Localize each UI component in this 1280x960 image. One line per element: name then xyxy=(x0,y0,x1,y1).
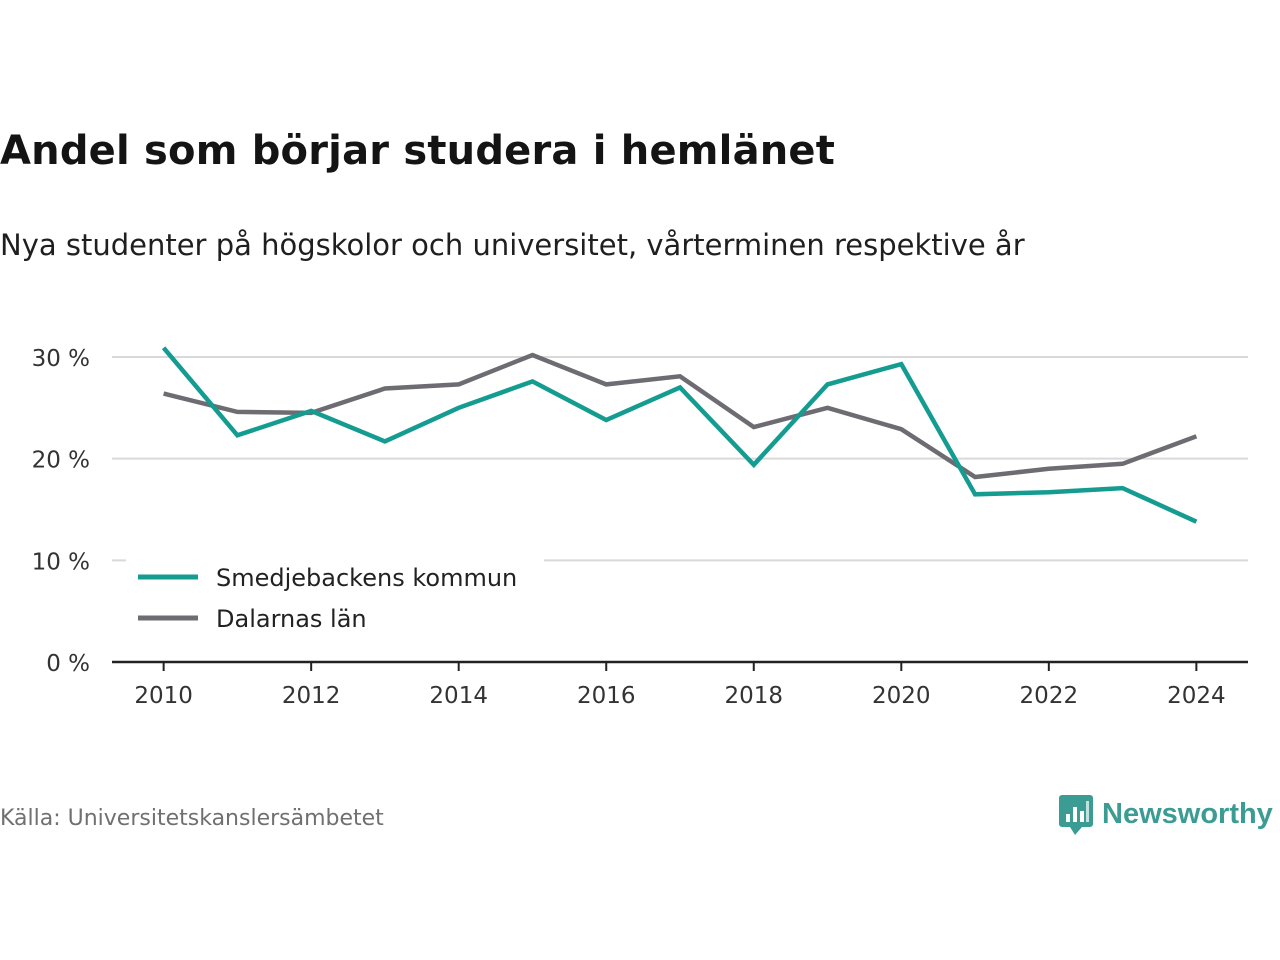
x-tick-label: 2012 xyxy=(282,683,341,709)
x-tick-label: 2022 xyxy=(1020,683,1079,709)
series-line-2 xyxy=(163,352,1198,480)
y-tick-label: 0 % xyxy=(46,651,90,677)
y-tick-label: 30 % xyxy=(32,346,90,372)
brand-name: Newsworthy xyxy=(1102,797,1273,830)
series-line-1 xyxy=(161,346,1198,524)
x-tick-label: 2018 xyxy=(724,683,783,709)
y-tick-label: 10 % xyxy=(32,549,90,575)
source-note: Källa: Universitetskanslersämbetet xyxy=(0,806,384,831)
newsworthy-logo-icon xyxy=(1059,795,1093,835)
legend-label: Smedjebackens kommun xyxy=(216,564,517,592)
x-axis-ticks: 2010 2012 2014 2016 2018 2020 2022 2024 xyxy=(112,660,1248,709)
y-tick-label: 20 % xyxy=(32,448,90,474)
legend: Smedjebackens kommun Dalarnas län xyxy=(126,552,544,644)
x-tick-label: 2014 xyxy=(429,683,488,709)
legend-label: Dalarnas län xyxy=(216,605,367,633)
series-lines xyxy=(161,346,1198,524)
x-tick-label: 2010 xyxy=(134,683,193,709)
x-tick-label: 2024 xyxy=(1167,683,1226,709)
y-axis-labels: 0 % 10 % 20 % 30 % xyxy=(32,346,90,677)
chart-title: Andel som börjar studera i hemlänet xyxy=(0,128,836,174)
legend-background xyxy=(126,552,544,644)
x-tick-label: 2020 xyxy=(872,683,931,709)
chart-subtitle: Nya studenter på högskolor och universit… xyxy=(0,228,1025,262)
brand-logo: Newsworthy xyxy=(1058,790,1273,838)
x-tick-label: 2016 xyxy=(577,683,636,709)
